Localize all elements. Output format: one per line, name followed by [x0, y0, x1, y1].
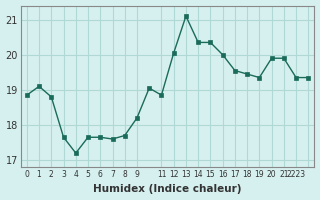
X-axis label: Humidex (Indice chaleur): Humidex (Indice chaleur) [93, 184, 242, 194]
